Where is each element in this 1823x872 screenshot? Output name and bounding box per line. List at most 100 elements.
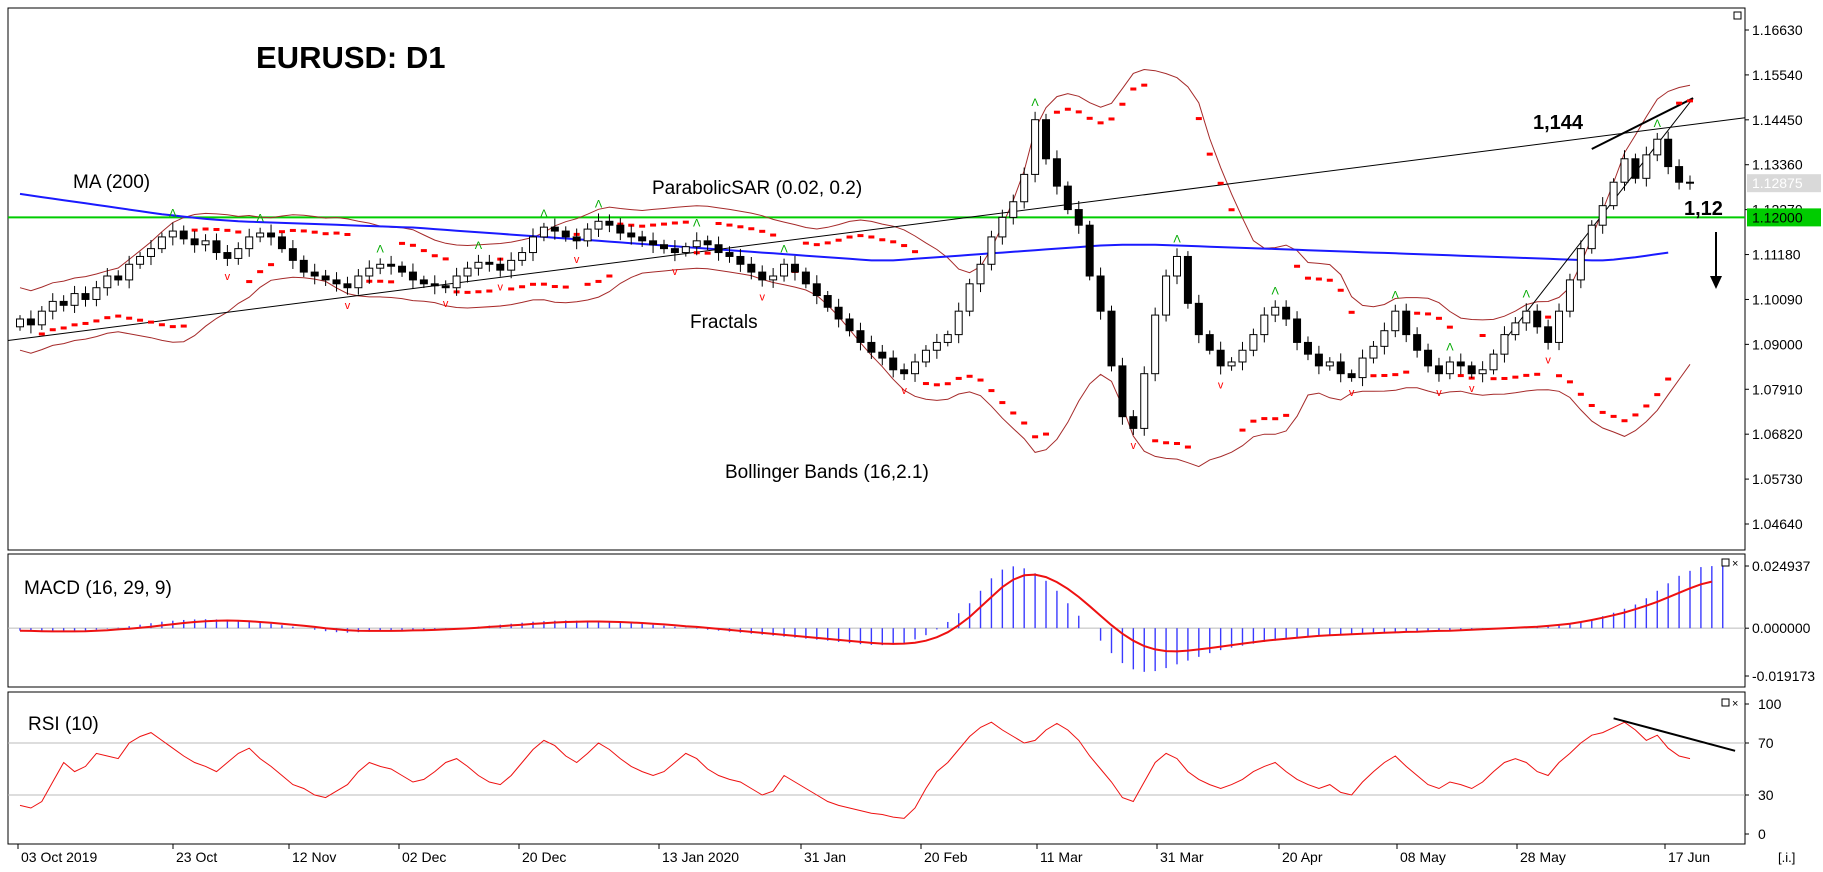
price-badge [1747,174,1821,193]
candle-body [845,318,854,332]
candle-body [1642,154,1651,179]
candle-body [1391,310,1400,332]
candle-body [1085,224,1094,277]
candle-body [1336,361,1345,375]
candle-body [1675,166,1684,183]
candle-body [157,236,166,250]
rsi-line [19,721,1691,819]
sar-dot [126,316,133,320]
candle-body [1107,310,1116,367]
fractal-down-icon: v [498,282,504,294]
macd-label: MACD (16, 29, 9) [24,578,172,599]
sar-dot [442,257,449,261]
candle-body [277,236,286,250]
candle-body [1544,326,1553,343]
sar-dot [704,251,711,255]
candle-body [441,285,450,289]
fractal-down-icon: v [759,292,765,304]
candle-body [812,283,821,297]
candle-body [408,271,417,281]
sar-dot [726,223,733,227]
candle-body [594,220,603,230]
sar-dot [1064,107,1071,111]
candle-body [856,330,865,343]
candle-body [769,275,778,281]
candle-body [1303,341,1312,355]
sar-dot [486,289,493,293]
x-tick-label: 31 Mar [1160,849,1204,865]
candle-body [823,295,832,308]
sar-dot [1348,310,1355,314]
candle-body [1533,310,1542,328]
sar-dot [1610,414,1617,418]
sar-dot [1370,374,1377,378]
rsi-trend-line [1613,717,1736,752]
x-tick-label: 23 Oct [176,849,217,865]
sar-dot [49,328,56,332]
sar-dot [1468,376,1475,380]
sar-dot [1425,312,1432,316]
sar-dot [1272,417,1279,421]
candle-body [758,271,767,281]
sar-dot [802,241,809,245]
candle-body [790,263,799,273]
sar-dot [158,323,165,327]
bollinger-upper [19,68,1691,321]
candle-body [1380,330,1389,347]
sar-dot [1435,316,1442,320]
sar-dot [1501,376,1508,380]
candle-body [518,252,527,261]
candle-body [463,267,472,277]
candle-body [1063,185,1072,211]
sar-dot [475,290,482,294]
x-tick-label: 12 Nov [292,849,336,865]
fractals-label: Fractals [690,312,758,333]
candle-body [1172,255,1181,277]
candle-body [507,259,516,271]
candle-body [1413,334,1422,351]
candle-body [616,224,625,234]
x-tick-label: 03 Oct 2019 [21,849,97,865]
candle-body [321,275,330,281]
sar-dot [606,274,613,278]
sar-dot [60,326,67,330]
sar-dot [169,325,176,329]
maximize-icon[interactable] [1733,11,1742,20]
sar-dot [813,243,820,247]
sar-dot [344,232,351,236]
candle-body [365,267,374,277]
rsi-panel [7,691,1746,845]
price-badge-label: 1.12000 [1752,209,1803,225]
sar-dot [202,227,209,231]
candle-body [1565,279,1574,312]
candle-body [48,300,57,312]
bollinger-label: Bollinger Bands (16,2.1) [725,462,929,483]
macd-close-icon[interactable]: × [1721,558,1738,570]
candle-body [539,226,548,238]
rsi-close-icon[interactable]: × [1721,698,1738,710]
candle-body [1194,302,1203,336]
svg-text:×: × [1732,698,1738,710]
candle-body [1434,365,1443,375]
candle-body [1140,373,1149,429]
fractal-up-icon: Λ [1173,233,1181,245]
candle-body [168,230,177,238]
sar-dot [464,290,471,294]
candle-body [1402,310,1411,336]
sar-dot [1654,393,1661,397]
fractal-down-icon: v [672,266,678,278]
candle-body [529,236,538,254]
sar-dot [1392,373,1399,377]
candle-body [747,263,756,273]
fractal-down-icon: v [574,254,580,266]
candle-body [1216,349,1225,367]
sar-dot [431,254,438,258]
ma200-line [19,192,1669,262]
candle-body [26,318,35,326]
sar-dot [311,230,318,234]
bollinger-bands [19,68,1691,468]
candle-body [605,220,614,226]
sar-dot [1665,377,1672,381]
fractal-up-icon: Λ [1392,290,1400,302]
y-tick-label: 1.13360 [1752,157,1803,173]
